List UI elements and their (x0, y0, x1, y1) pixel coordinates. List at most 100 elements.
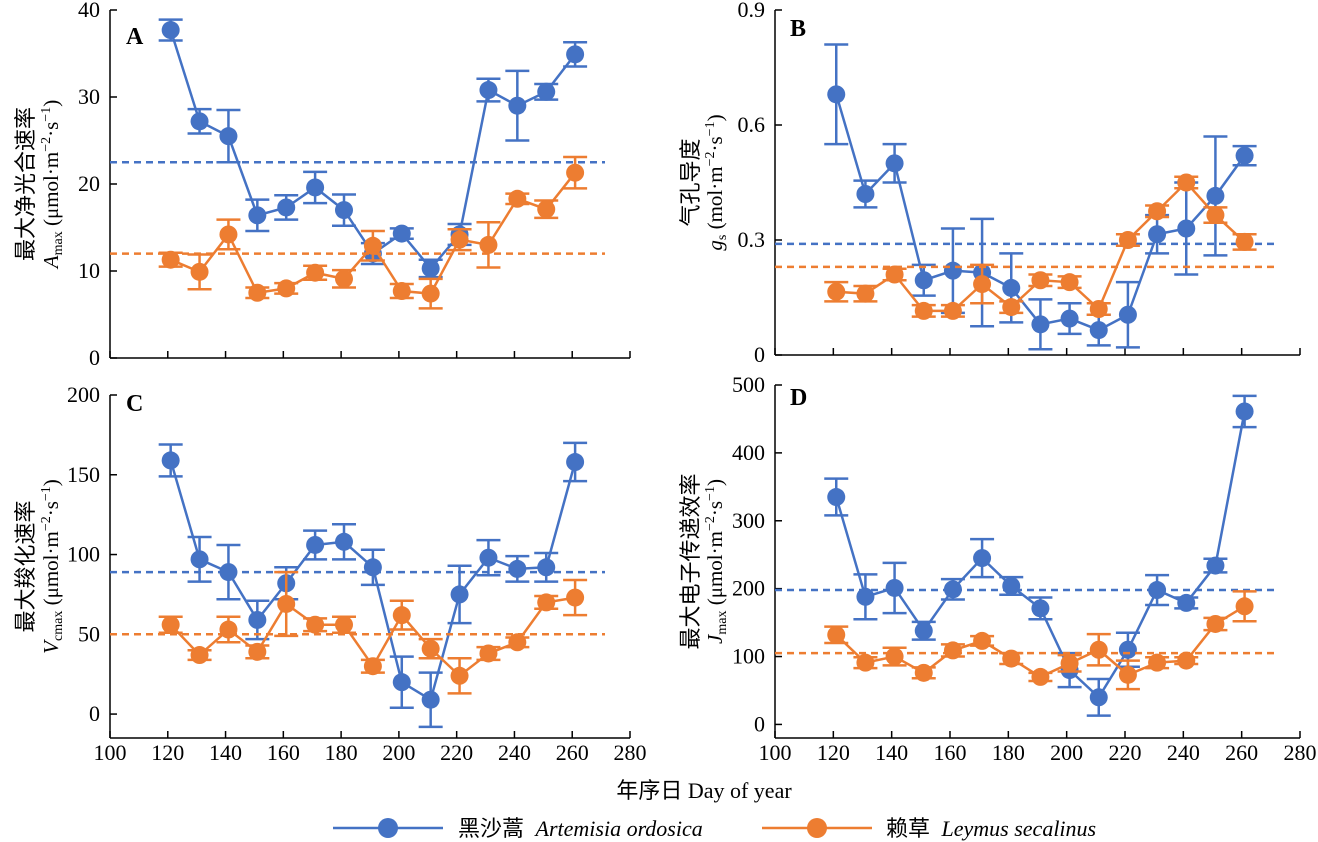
data-point-d-1 (885, 647, 904, 666)
data-point-b-0 (1002, 278, 1021, 297)
legend-label-artemisia-latin: Artemisia ordosica (534, 816, 703, 841)
data-point-b-0 (914, 271, 933, 290)
x-tick-label-c: 240 (498, 740, 531, 765)
data-point-b-0 (943, 261, 962, 280)
data-point-c-1 (248, 642, 267, 661)
x-tick-label-c: 100 (94, 740, 127, 765)
data-point-a-1 (421, 284, 440, 303)
x-tick-label-d: 160 (934, 740, 967, 765)
data-point-a-1 (248, 283, 267, 302)
x-tick-label-d: 280 (1284, 740, 1317, 765)
series-c-1 (110, 570, 605, 695)
legend-label-artemisia: 黑沙蒿 Artemisia ordosica (458, 816, 703, 841)
data-point-b-0 (827, 85, 846, 104)
data-point-a-1 (363, 236, 382, 255)
y-axis-label-cn-d: 最大电子传递效率 (678, 473, 703, 649)
data-point-a-0 (392, 224, 411, 243)
data-point-a-1 (537, 200, 556, 219)
data-point-d-1 (1235, 597, 1254, 616)
data-point-c-1 (392, 606, 411, 625)
data-point-d-0 (885, 578, 904, 597)
data-point-a-1 (335, 269, 353, 288)
y-axis-symbol-d: J (703, 633, 727, 644)
data-point-d-0 (1089, 688, 1108, 707)
data-point-c-1 (190, 646, 209, 665)
data-point-c-0 (335, 532, 353, 551)
y-tick-label-a: 0 (89, 345, 100, 370)
data-point-c-0 (508, 559, 527, 578)
data-point-c-1 (277, 594, 296, 613)
data-point-b-0 (1031, 315, 1050, 334)
series-b-0 (775, 43, 1275, 351)
y-axis-unit-close-a: ) (39, 100, 63, 107)
data-point-c-1 (363, 657, 382, 676)
x-tick-label-c: 140 (209, 740, 242, 765)
data-point-a-1 (479, 235, 498, 254)
data-point-c-0 (479, 548, 498, 567)
y-tick-label-d: 400 (732, 440, 765, 465)
y-axis-exp2-d: −1 (703, 486, 718, 501)
y-axis-subscript-d: max (715, 611, 730, 635)
data-point-b-1 (1206, 206, 1225, 225)
y-axis-unit-close-b: ) (703, 114, 727, 121)
y-tick-label-c: 150 (67, 462, 100, 487)
data-point-d-1 (1002, 649, 1021, 668)
series-line-b-1 (836, 180, 1246, 313)
data-point-c-0 (363, 558, 382, 577)
data-point-c-0 (190, 550, 209, 569)
data-point-b-1 (1002, 298, 1021, 317)
data-point-d-0 (1148, 581, 1167, 600)
data-point-c-1 (537, 593, 556, 612)
data-point-b-0 (1118, 305, 1137, 324)
y-tick-label-d: 0 (754, 711, 765, 736)
data-point-b-0 (1089, 321, 1108, 340)
legend-label-leymus: 赖草 Leymus secalinus (886, 816, 1096, 841)
data-point-a-0 (479, 81, 498, 100)
x-tick-label-c: 260 (556, 740, 589, 765)
y-axis-unit-close-d: ) (703, 479, 727, 486)
data-point-a-0 (219, 127, 238, 146)
data-point-a-1 (508, 189, 527, 208)
data-point-c-1 (219, 620, 238, 639)
y-axis-unit-close-c: ) (39, 479, 63, 486)
y-axis-label-unit-a: Amax (μmol·m−2·s−1) (39, 100, 66, 270)
data-point-a-1 (566, 163, 585, 182)
y-axis-exp-a: −2 (39, 137, 54, 152)
data-point-d-1 (1060, 654, 1079, 673)
data-point-d-1 (1031, 667, 1050, 686)
y-axis-label-unit-d: Jmax (μmol·m−2·s−1) (703, 479, 730, 644)
y-axis-exp2-a: −1 (39, 107, 54, 122)
data-point-a-0 (566, 45, 585, 64)
x-tick-label-d: 260 (1225, 740, 1258, 765)
data-point-c-1 (508, 633, 527, 652)
data-point-b-0 (856, 185, 875, 203)
panel-letter-a: A (126, 24, 144, 50)
data-point-b-0 (1060, 309, 1079, 328)
data-point-a-1 (450, 230, 469, 249)
y-tick-label-b: 0.9 (738, 0, 766, 22)
y-axis-subscript-b: s (715, 235, 730, 240)
data-point-b-1 (827, 282, 846, 301)
data-point-c-1 (566, 588, 585, 607)
data-point-b-1 (1177, 173, 1196, 192)
data-point-c-0 (537, 558, 556, 577)
data-point-b-0 (885, 154, 904, 173)
data-point-a-0 (161, 21, 180, 40)
panel-letter-c: C (126, 391, 143, 417)
data-point-d-1 (1177, 651, 1196, 670)
data-point-c-1 (335, 615, 353, 634)
data-point-a-1 (219, 225, 238, 244)
x-tick-label-d: 220 (1109, 740, 1142, 765)
data-point-b-1 (973, 275, 992, 294)
data-point-d-0 (827, 488, 846, 507)
y-axis-unit-b: (mol·m (703, 166, 727, 234)
y-axis-exp-d: −2 (703, 516, 718, 531)
data-point-c-1 (450, 666, 469, 685)
y-tick-label-c: 0 (89, 701, 100, 726)
data-point-a-1 (190, 262, 209, 281)
data-point-b-1 (1060, 273, 1079, 292)
data-point-a-1 (161, 250, 180, 269)
